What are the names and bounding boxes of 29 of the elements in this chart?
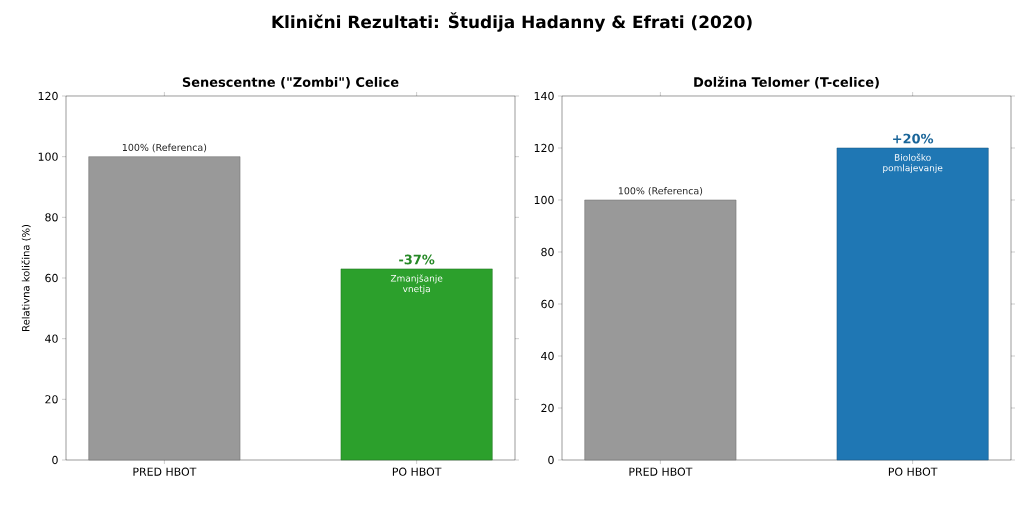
y-tick-label: 60	[45, 273, 58, 283]
annotation: Zmanjšanje vnetja	[390, 274, 443, 294]
x-tick-label: PRED HBOT	[133, 467, 197, 476]
y-tick-label: 60	[541, 299, 554, 309]
y-tick-label: 0	[548, 455, 554, 465]
y-tick-label: 140	[534, 91, 554, 101]
y-axis-title: Relativna količina (%)	[21, 224, 31, 331]
y-tick-label: 100	[38, 152, 58, 161]
y-tick-label: 40	[45, 334, 58, 343]
x-tick-label: PO HBOT	[392, 467, 442, 476]
annotation: +20%	[893, 133, 934, 144]
annotation: 100% (Referenca)	[122, 143, 207, 153]
annotation: Biološko pomlajevanje	[883, 153, 943, 174]
annotation: -37%	[399, 254, 435, 265]
chart-title: Senescentne ("Zombi") Celice	[182, 76, 399, 89]
y-tick-label: 120	[534, 143, 554, 153]
x-tick-label: PO HBOT	[888, 467, 938, 476]
chart-title: Dolžina Telomer (T-celice)	[694, 76, 879, 89]
y-tick-label: 80	[45, 213, 58, 222]
text: Klinični Rezultati: Študija Hadanny & Efrati (2020)	[272, 12, 752, 32]
y-tick-label: 120	[38, 91, 58, 101]
y-tick-label: 20	[541, 403, 554, 413]
y-tick-label: 20	[45, 395, 58, 404]
x-tick-label: PRED HBOT	[629, 467, 693, 476]
annotation: 100% (Referenca)	[618, 187, 703, 196]
y-tick-label: 40	[541, 351, 554, 361]
y-tick-label: 100	[534, 195, 554, 205]
y-tick-label: 0	[52, 455, 58, 465]
y-tick-label: 80	[541, 247, 554, 257]
